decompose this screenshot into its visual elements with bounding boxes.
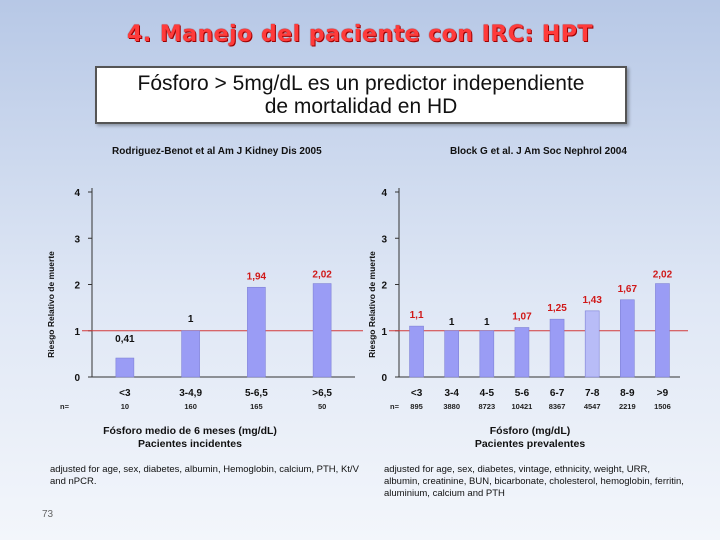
left-y-tick-label: 4 xyxy=(74,188,80,199)
left-bar xyxy=(181,330,200,378)
left-value-label: 0,41 xyxy=(115,334,135,345)
right-category-label: <3 xyxy=(411,388,423,399)
right-value-label: 1,1 xyxy=(410,310,424,321)
right-bar xyxy=(549,318,565,378)
right-category-label: 8-9 xyxy=(620,388,635,399)
left-bar-chart: 0 1 2 3 4 Riesgo Relativo de muerte 0,41 <3 10 1 3… xyxy=(46,188,363,411)
left-bar xyxy=(115,357,135,378)
right-n-value: 2219 xyxy=(619,402,636,411)
left-n-value: 50 xyxy=(318,402,326,411)
left-value-label: 1 xyxy=(188,314,194,325)
left-category-label: 5-6,5 xyxy=(245,388,268,399)
left-y-tick-label: 2 xyxy=(74,281,80,292)
right-n-value: 10421 xyxy=(512,402,533,411)
right-category-label: 6-7 xyxy=(550,388,565,399)
left-bar xyxy=(312,283,332,378)
right-y-tick-label: 0 xyxy=(381,373,387,384)
left-category-label: >6,5 xyxy=(312,388,332,399)
left-n-value: 160 xyxy=(184,402,197,411)
right-n-value: 8723 xyxy=(478,402,495,411)
right-y-tick-label: 3 xyxy=(381,234,387,245)
right-bar xyxy=(444,330,459,378)
left-x-axis-title: Fósforo medio de 6 meses (mg/dL) Pacient… xyxy=(80,425,300,451)
right-n-value: 3880 xyxy=(443,402,460,411)
left-n-value: 165 xyxy=(250,402,263,411)
right-x-axis-title: Fósforo (mg/dL) Pacientes prevalentes xyxy=(420,425,640,451)
right-adjustment-note: adjusted for age, sex, diabetes, vintage… xyxy=(384,464,684,499)
right-bar xyxy=(479,330,495,378)
banner-line-2: de mortalidad en HD xyxy=(264,95,458,118)
right-n-value: 4547 xyxy=(584,402,601,411)
right-bar xyxy=(514,327,530,378)
left-y-tick-label: 3 xyxy=(74,234,80,245)
right-x-title-line-1: Fósforo (mg/dL) xyxy=(489,425,571,437)
left-x-title-line-1: Fósforo medio de 6 meses (mg/dL) xyxy=(103,425,277,437)
left-y-tick-label: 0 xyxy=(74,373,80,384)
right-category-label: 7-8 xyxy=(585,388,600,399)
right-category-label: 5-6 xyxy=(515,388,530,399)
left-x-title-line-2: Pacientes incidentes xyxy=(138,438,242,450)
left-y-axis-label: Riesgo Relativo de muerte xyxy=(46,251,56,358)
right-y-axis-label: Riesgo Relativo de muerte xyxy=(367,251,377,358)
right-y-tick-label: 2 xyxy=(381,281,387,292)
right-value-label: 1 xyxy=(449,317,455,328)
left-value-label: 1,94 xyxy=(247,271,267,282)
left-category-label: <3 xyxy=(119,388,131,399)
right-bar xyxy=(409,325,424,378)
right-category-label: 3-4 xyxy=(444,388,459,399)
left-adjustment-note: adjusted for age, sex, diabetes, albumin… xyxy=(50,464,359,487)
left-n-value: 10 xyxy=(121,402,129,411)
right-n-label: n= xyxy=(390,402,400,411)
left-study-citation: Rodriguez-Benot et al Am J Kidney Dis 20… xyxy=(112,146,322,157)
right-value-label: 1,43 xyxy=(582,295,602,306)
right-category-label: 4-5 xyxy=(480,388,495,399)
right-y-tick-label: 4 xyxy=(381,188,387,199)
right-study-citation: Block G et al. J Am Soc Nephrol 2004 xyxy=(450,146,627,157)
right-value-label: 1,07 xyxy=(512,312,532,323)
left-value-label: 2,02 xyxy=(312,270,332,281)
left-n-label: n= xyxy=(60,402,70,411)
right-n-value: 895 xyxy=(410,402,423,411)
right-n-value: 8367 xyxy=(549,402,566,411)
right-y-tick-label: 1 xyxy=(381,327,387,338)
highlight-banner: Fósforo > 5mg/dL es un predictor indepen… xyxy=(95,66,627,124)
left-category-label: 3-4,9 xyxy=(179,388,202,399)
left-bar xyxy=(247,286,266,378)
right-value-label: 2,02 xyxy=(653,270,673,281)
right-bar xyxy=(584,310,600,378)
right-category-label: >9 xyxy=(657,388,669,399)
left-y-tick-label: 1 xyxy=(74,327,80,338)
right-bar xyxy=(655,283,670,378)
right-value-label: 1,67 xyxy=(618,284,638,295)
page-number: 73 xyxy=(42,509,54,520)
slide-title: 4. Manejo del paciente con IRC: HPT xyxy=(127,22,593,47)
right-x-title-line-2: Pacientes prevalentes xyxy=(474,438,586,450)
right-value-label: 1 xyxy=(484,317,490,328)
right-bar xyxy=(620,299,635,378)
banner-line-1: Fósforo > 5mg/dL es un predictor indepen… xyxy=(137,72,585,95)
right-bar-chart: 0 1 2 3 4 Riesgo Relativo de muerte 1,1 <3 895 1 3… xyxy=(367,188,688,411)
right-value-label: 1,25 xyxy=(547,303,567,314)
right-n-value: 1506 xyxy=(654,402,671,411)
